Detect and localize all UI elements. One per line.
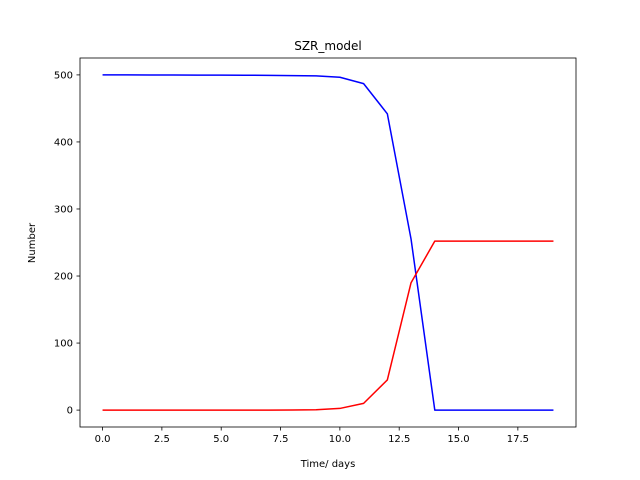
y-tick-label: 100 <box>54 339 73 350</box>
series-layer <box>102 74 554 411</box>
y-tick-label: 500 <box>54 70 73 81</box>
chart-title: SZR_model <box>294 39 362 53</box>
x-tick-label: 7.5 <box>273 434 289 445</box>
x-tick-label: 5.0 <box>213 434 229 445</box>
x-axis-label: Time/ days <box>300 459 356 470</box>
plot-area <box>80 58 576 427</box>
y-tick-label: 200 <box>54 272 73 283</box>
y-tick-label: 0 <box>67 406 73 417</box>
y-axis-label: Number <box>27 222 38 263</box>
x-tick-label: 17.5 <box>507 434 529 445</box>
y-tick-label: 300 <box>54 204 73 215</box>
x-tick-label: 0.0 <box>95 434 111 445</box>
y-tick-label: 400 <box>54 137 73 148</box>
axes-frame <box>79 57 577 428</box>
series-line-1 <box>102 240 554 411</box>
plot-background <box>80 58 576 427</box>
x-tick-label: 10.0 <box>329 434 351 445</box>
x-tick-label: 15.0 <box>447 434 469 445</box>
x-tick-label: 12.5 <box>388 434 410 445</box>
axes-layer: 0.0 2.5 5.0 7.5 10.0 12.5 15.0 17.5 0 100 200 300 40… <box>54 57 577 445</box>
series-line-0 <box>102 74 554 411</box>
x-tick-label: 2.5 <box>154 434 170 445</box>
